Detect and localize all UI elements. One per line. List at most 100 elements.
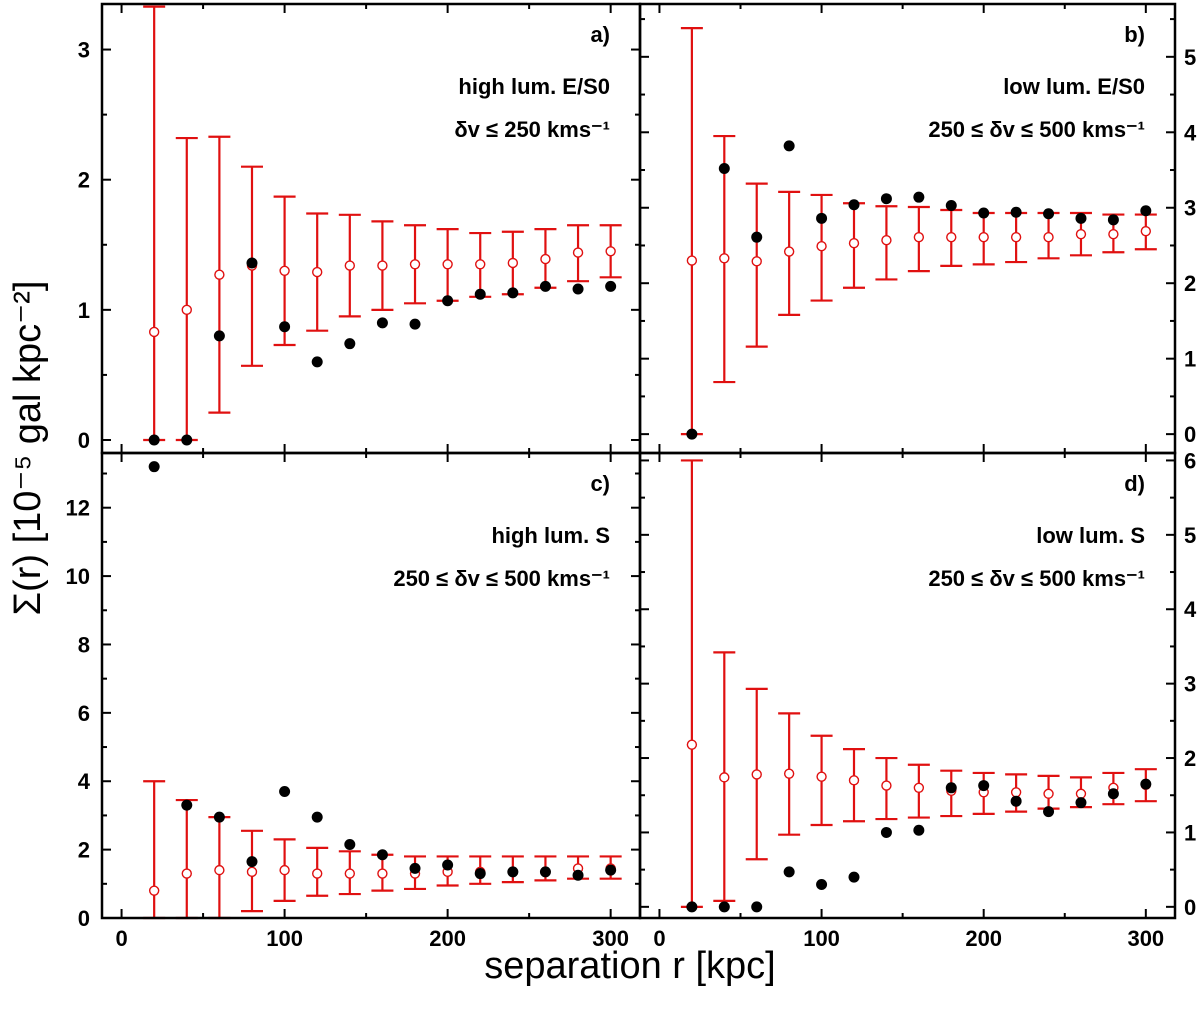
error-bar xyxy=(175,136,198,442)
panel-a: 0 1 2 3 a) high lum. E/S0 δv ≤ 250 kms⁻¹ xyxy=(78,2,642,455)
y-tick-label: 4 xyxy=(1184,597,1197,622)
observed-point xyxy=(1043,208,1055,220)
observed-point xyxy=(1010,795,1022,807)
model-point xyxy=(246,866,258,878)
y-tick-label: 6 xyxy=(1184,448,1196,473)
panel-a-label-2: δv ≤ 250 kms⁻¹ xyxy=(454,117,610,142)
x-tick-label: 100 xyxy=(266,926,303,951)
model-point xyxy=(279,265,290,276)
x-axis-label: separation r [kpc] xyxy=(484,945,775,987)
panel-b-label-1: low lum. E/S0 xyxy=(1003,74,1145,99)
observed-point xyxy=(1107,788,1119,800)
observed-point xyxy=(213,330,225,342)
observed-point xyxy=(978,780,990,792)
model-point xyxy=(686,739,698,750)
observed-point xyxy=(409,862,421,874)
model-point xyxy=(181,304,192,316)
observed-point xyxy=(751,231,763,243)
model-point xyxy=(848,775,860,786)
model-point xyxy=(442,259,453,270)
model-point xyxy=(719,772,730,783)
observed-point xyxy=(913,191,925,203)
error-bar xyxy=(143,780,166,920)
observed-point xyxy=(1107,214,1119,226)
x-tick-label: 300 xyxy=(592,926,629,951)
y-tick-label: 1 xyxy=(1184,347,1196,372)
observed-point xyxy=(686,428,698,440)
observed-point xyxy=(213,811,225,823)
observed-point xyxy=(1010,206,1022,218)
model-point xyxy=(181,868,192,879)
observed-point xyxy=(344,838,356,850)
model-point xyxy=(279,864,290,876)
y-tick-label: 5 xyxy=(1184,45,1196,70)
y-tick-label: 2 xyxy=(1184,746,1196,771)
model-point xyxy=(1010,787,1022,798)
observed-point xyxy=(311,356,323,368)
x-tick-label: 0 xyxy=(653,926,665,951)
observed-point xyxy=(409,318,421,330)
model-point xyxy=(507,257,519,269)
model-point xyxy=(344,868,356,879)
model-point xyxy=(783,246,795,257)
panel-d-label-1: low lum. S xyxy=(1036,523,1145,548)
observed-point xyxy=(246,856,258,868)
panel-frame xyxy=(100,2,642,455)
observed-point xyxy=(507,866,519,878)
model-point xyxy=(881,780,892,791)
observed-point xyxy=(945,199,957,211)
observed-point xyxy=(311,811,323,823)
observed-point xyxy=(246,257,258,269)
observed-point xyxy=(816,212,828,224)
observed-point xyxy=(148,461,160,473)
model-point xyxy=(913,231,925,243)
observed-point xyxy=(1140,778,1152,790)
model-point xyxy=(214,269,225,280)
error-bar xyxy=(143,5,166,442)
observed-point xyxy=(686,901,698,913)
y-tick-label: 1 xyxy=(1184,820,1196,845)
model-point xyxy=(214,864,225,876)
panel-b-label-2: 250 ≤ δv ≤ 500 kms⁻¹ xyxy=(928,117,1145,142)
observed-point xyxy=(718,901,730,913)
panel-frame xyxy=(638,2,1177,455)
model-point xyxy=(946,231,957,243)
observed-point xyxy=(507,287,519,299)
observed-point xyxy=(181,799,193,811)
panel-a-label-1: high lum. E/S0 xyxy=(458,74,610,99)
observed-point xyxy=(539,280,551,292)
y-tick-label: 2 xyxy=(78,168,90,193)
model-point xyxy=(148,326,160,338)
y-tick-label: 10 xyxy=(66,564,90,589)
model-point xyxy=(475,259,486,270)
y-tick-label: 6 xyxy=(78,701,90,726)
y-tick-label: 3 xyxy=(1184,196,1196,221)
y-tick-label: 3 xyxy=(78,38,90,63)
observed-point xyxy=(474,868,486,880)
observed-point xyxy=(913,824,925,836)
y-tick-label: 0 xyxy=(78,428,90,453)
model-point xyxy=(783,768,795,779)
error-bar xyxy=(680,459,703,908)
observed-point xyxy=(1043,806,1055,818)
model-point xyxy=(312,868,323,879)
model-point xyxy=(686,255,698,266)
y-tick-label: 4 xyxy=(78,769,91,794)
observed-point xyxy=(442,859,454,871)
observed-point xyxy=(572,283,584,295)
model-point xyxy=(148,885,160,896)
model-point xyxy=(312,266,323,278)
model-point xyxy=(377,868,388,879)
observed-point xyxy=(279,785,291,797)
panel-a-letter: a) xyxy=(590,22,610,47)
model-point xyxy=(344,260,356,271)
model-point xyxy=(1010,231,1022,243)
error-bar xyxy=(680,27,703,436)
model-point xyxy=(1043,231,1054,243)
panel-c-label-1: high lum. S xyxy=(491,523,610,548)
model-point xyxy=(816,241,827,252)
y-tick-label: 2 xyxy=(1184,271,1196,296)
model-point xyxy=(816,771,827,782)
model-point xyxy=(751,769,762,780)
